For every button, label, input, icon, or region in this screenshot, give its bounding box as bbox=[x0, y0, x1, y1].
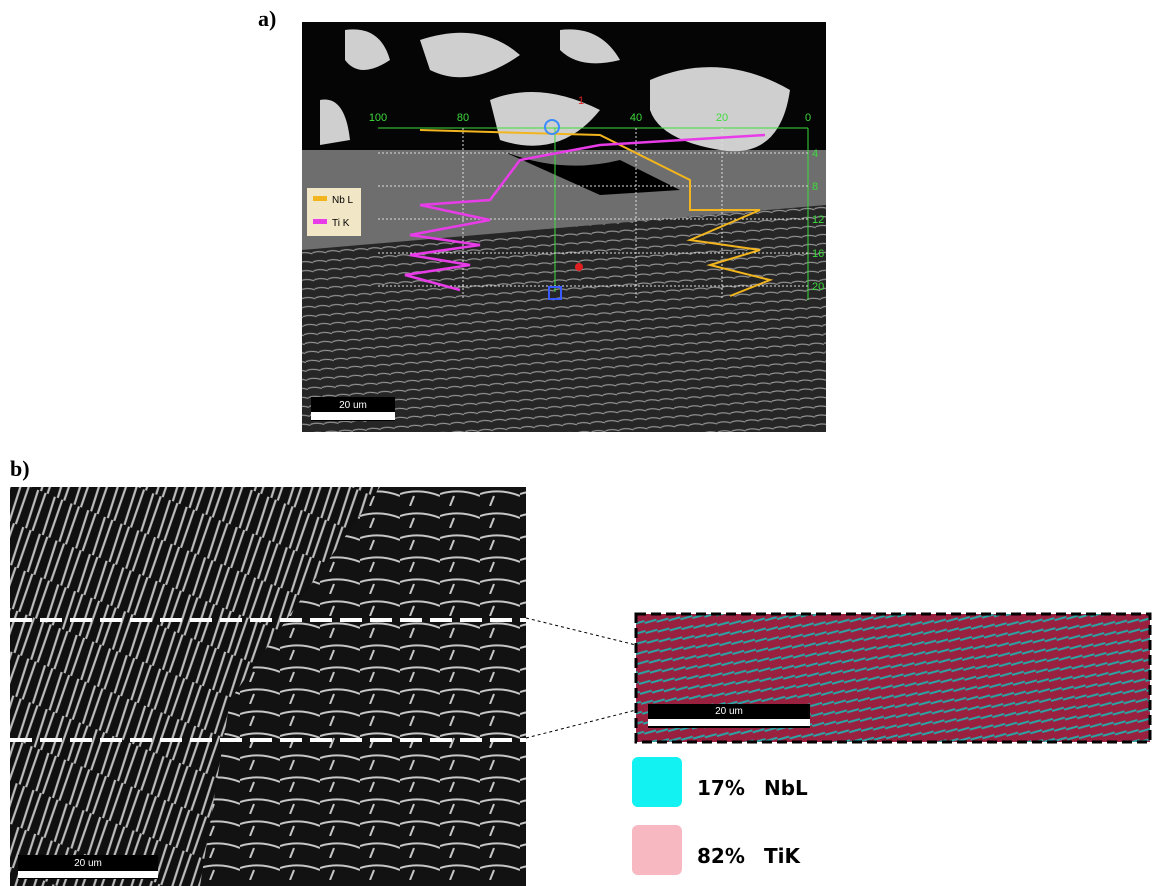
panel-label: a) bbox=[258, 6, 276, 31]
legend-label: Ti K bbox=[332, 218, 350, 229]
scale-bar-label: 20 um bbox=[74, 858, 102, 869]
scale-bar bbox=[648, 719, 810, 726]
tick-label: 20 bbox=[716, 112, 728, 124]
tick-label: 100 bbox=[369, 112, 387, 124]
legend-percent: 17% bbox=[697, 776, 745, 800]
zoom-lines bbox=[526, 618, 636, 738]
tick-label: 4 bbox=[812, 148, 818, 160]
legend-swatch bbox=[313, 196, 327, 201]
scale-bar bbox=[18, 871, 158, 878]
marker-label: 1 bbox=[578, 95, 584, 107]
legend-element: NbL bbox=[764, 776, 808, 800]
micrograph-b bbox=[10, 487, 526, 886]
tick-label: 12 bbox=[812, 214, 824, 226]
legend-swatch bbox=[632, 825, 682, 875]
tick-label: 20 bbox=[812, 281, 824, 293]
scale-bar-label: 20 um bbox=[715, 706, 743, 717]
legend-percent: 82% bbox=[697, 844, 745, 868]
tick-label: 80 bbox=[457, 112, 469, 124]
legend-swatch bbox=[313, 219, 327, 224]
legend-element: TiK bbox=[764, 844, 801, 868]
panel-label: b) bbox=[10, 456, 30, 481]
point bbox=[575, 263, 583, 271]
scale-bar-label: 20 um bbox=[339, 400, 367, 411]
tick-label: 40 bbox=[630, 112, 642, 124]
tick-label: 8 bbox=[812, 181, 818, 193]
micrograph-a bbox=[302, 22, 826, 432]
legend-label: Nb L bbox=[332, 195, 354, 206]
legend-swatch bbox=[632, 757, 682, 807]
figure: a) 1 100804020048121620 Nb L Ti K 20 um … bbox=[0, 0, 1153, 886]
scale-bar bbox=[311, 412, 395, 420]
tick-label: 16 bbox=[812, 248, 824, 260]
tick-label: 0 bbox=[805, 112, 811, 124]
